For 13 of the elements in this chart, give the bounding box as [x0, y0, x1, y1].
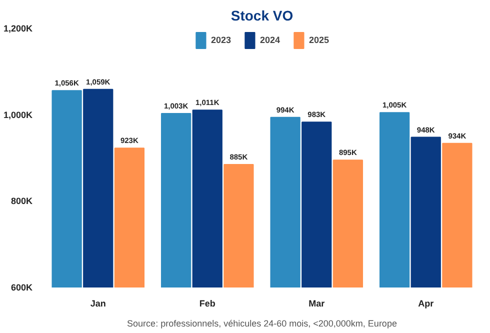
legend-label: 2023	[210, 35, 231, 45]
x-tick-label: Mar	[308, 298, 326, 308]
y-tick-label: 800K	[10, 196, 33, 206]
y-tick-label: 1,200K	[3, 24, 33, 34]
x-tick-label: Jan	[90, 298, 106, 308]
source-note: Source: professionnels, véhicules 24-60 mois, <200,000km, Europe	[127, 318, 397, 328]
legend-label: 2024	[260, 35, 280, 45]
y-tick-label: 1,000K	[3, 110, 33, 120]
x-tick-label: Apr	[418, 298, 434, 308]
x-tick-label: Feb	[199, 298, 216, 308]
y-tick-label: 600K	[10, 282, 33, 292]
legend-label: 2025	[309, 35, 330, 45]
chart-title: Stock VO	[230, 8, 294, 24]
